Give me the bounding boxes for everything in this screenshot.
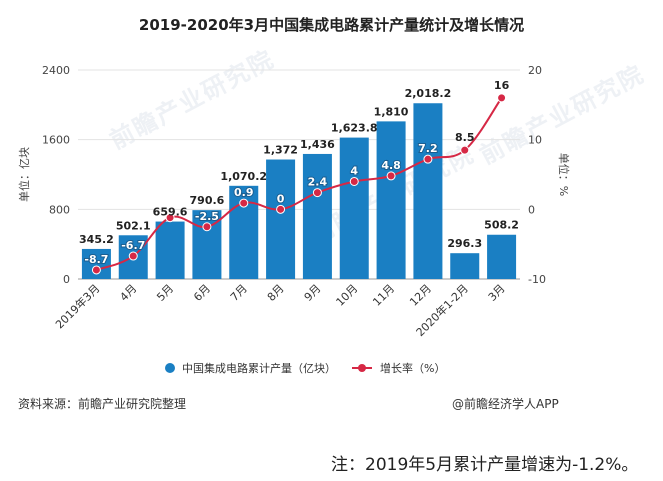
y-axis-title: 单位：亿块 [17,147,31,202]
legend-item-growth[interactable]: 增长率（%） [352,361,445,375]
line-point [460,145,470,155]
footnote: 注：2019年5月累计产量增速为-1.2%。 [331,455,639,475]
y2-tick-label: -10 [528,273,546,286]
line-point [165,213,175,223]
x-tick-label: 10月 [334,282,361,309]
line-value-label: 0.9 [234,186,254,199]
x-tick-label: 9月 [302,282,324,304]
bar-value-label: 502.1 [116,219,151,232]
line-point [202,222,212,232]
y2-tick-label: 10 [528,134,542,147]
line-value-label: -2.5 [195,210,219,223]
chart-title: 2019-2020年3月中国集成电路累计产量统计及增长情况 [138,16,525,34]
source-note: 资料来源：前瞻产业研究院整理 [18,397,187,411]
bar [413,103,443,279]
y-tick-label: 1600 [42,134,70,147]
line-value-label: 4.8 [381,159,401,172]
bar-value-label: 659.6 [153,206,188,219]
line-value-label: 8.5 [455,131,475,144]
x-tick-label: 12月 [407,282,434,309]
line-point [497,93,507,103]
legend-label: 中国集成电路累计产量（亿块） [182,361,336,375]
line-point [386,171,396,181]
bar-value-label: 2,018.2 [405,87,452,100]
line-value-label: 4 [350,164,358,177]
bar-value-label: 1,372 [263,144,298,157]
line-point [239,198,249,208]
grid [78,69,520,280]
bar [155,221,185,279]
bar-value-label: 296.3 [447,237,482,250]
y2-tick-label: 20 [528,64,542,77]
line-series [91,93,507,275]
line-value-label: 0 [277,192,285,205]
y2-tick-label: 0 [528,203,535,216]
bar [376,121,406,279]
x-tick-label: 7月 [228,282,250,304]
legend-item-production[interactable]: 中国集成电路累计产量（亿块） [165,361,336,375]
x-tick-label: 8月 [265,282,287,304]
line-point [128,251,138,261]
legend-swatch-marker [358,364,366,372]
bar [450,253,480,279]
line-value-label: -8.7 [84,253,108,266]
bar-value-label: 1,070.2 [220,170,267,183]
bar-value-label: 790.6 [190,194,225,207]
x-tick-label: 2019年3月 [52,281,102,331]
legend-swatch-bar [165,363,175,373]
bar [302,153,332,279]
line-point [349,176,359,186]
bar-value-label: 345.2 [79,233,114,246]
bar-series [81,103,517,279]
x-tick-label: 5月 [154,282,176,304]
line-value-label: 16 [494,79,510,92]
line-point [423,154,433,164]
bar-value-label: 1,436 [300,138,335,151]
legend[interactable]: 中国集成电路累计产量（亿块） 增长率（%） [165,361,445,375]
x-tick-label: 3月 [486,282,508,304]
line-point [312,188,322,198]
bar-value-label: 508.2 [484,219,519,232]
legend-label: 增长率（%） [380,361,445,375]
bar [266,159,296,279]
y-tick-label: 2400 [42,64,70,77]
line-value-label: 2.4 [308,176,328,189]
line-value-label: -6.7 [121,239,145,252]
line-point [91,265,101,275]
x-tick-label: 6月 [191,282,213,304]
x-tick-label: 11月 [370,282,397,309]
y2-axis-title: 单位：% [557,153,571,196]
y-tick-label: 0 [63,273,70,286]
y-tick-label: 800 [49,203,70,216]
bar-value-label: 1,810 [374,105,409,118]
line-value-label: 7.2 [418,142,438,155]
bar-value-label: 1,623.8 [331,122,378,135]
source-credit: @前瞻经济学人APP [452,397,559,411]
x-tick-label: 4月 [117,282,139,304]
bar [339,137,369,279]
line-point [276,204,286,214]
bar [487,234,517,279]
